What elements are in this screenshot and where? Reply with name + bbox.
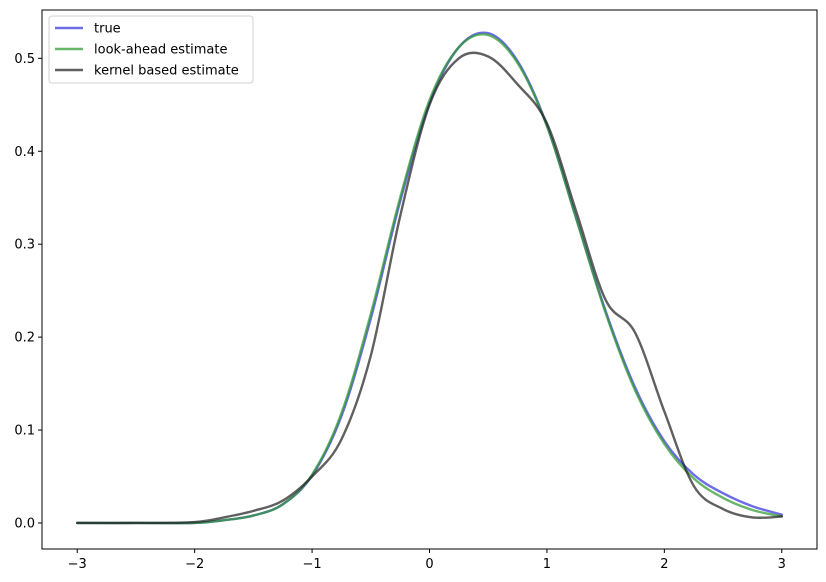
y-tick-label: 0.0 — [14, 516, 35, 531]
x-tick-label: 3 — [778, 557, 786, 572]
x-tick-label: 2 — [660, 557, 668, 572]
series-line-1 — [76, 33, 783, 525]
legend-label-0: true — [94, 22, 121, 37]
y-tick-label: 0.5 — [14, 52, 35, 67]
legend-label-1: look-ahead estimate — [94, 43, 228, 58]
x-tick-label: 0 — [425, 557, 433, 572]
y-tick-label: 0.3 — [14, 238, 35, 253]
legend-label-2: kernel based estimate — [94, 64, 239, 79]
plot-frame — [41, 9, 818, 550]
y-tick-label: 0.4 — [14, 145, 35, 160]
x-axis: −3 −2 −1 0 1 2 3 — [68, 549, 786, 572]
x-tick-label: 1 — [543, 557, 551, 572]
x-tick-label: −3 — [68, 557, 87, 572]
series-line-2 — [76, 51, 783, 525]
plot-lines — [76, 31, 783, 525]
y-tick-label: 0.2 — [14, 331, 35, 346]
x-tick-label: −1 — [302, 557, 321, 572]
y-axis: 0.0 0.1 0.2 0.3 0.4 0.5 — [14, 52, 42, 531]
legend: true look-ahead estimate kernel based esti… — [48, 15, 254, 84]
legend-items: true look-ahead estimate kernel based esti… — [55, 22, 239, 79]
legend-box — [48, 15, 254, 84]
x-tick-label: −2 — [185, 557, 204, 572]
y-tick-label: 0.1 — [14, 424, 35, 439]
